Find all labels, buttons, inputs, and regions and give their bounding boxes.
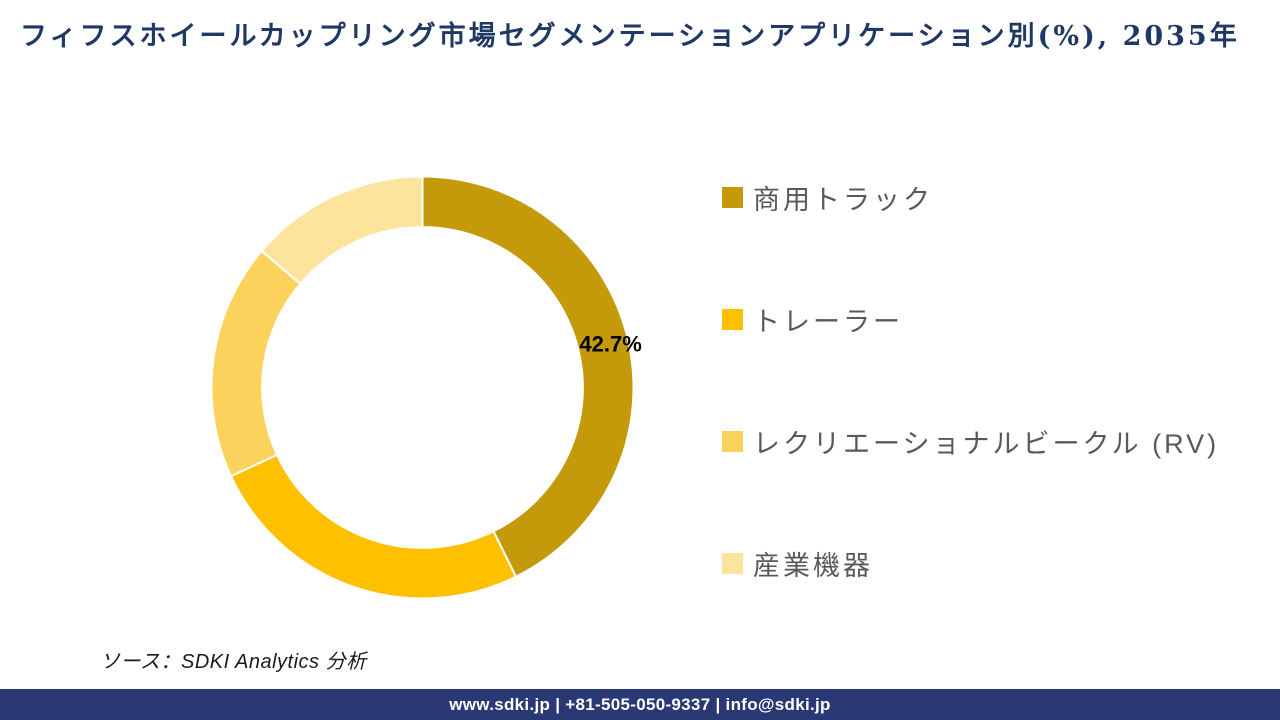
footer-contact-text: www.sdki.jp | +81-505-050-9337 | info@sd… (449, 694, 831, 714)
legend-swatch-trailer (722, 308, 743, 330)
donut-segment-2 (210, 249, 302, 478)
chart-title: フィフスホイールカップリング市場セグメンテーションアプリケーション別(%), 2… (20, 21, 1240, 52)
donut-segment-0 (421, 175, 635, 578)
legend: 商用トラック トレーラー レクリエーショナルビークル (RV) 産業機器 (722, 177, 1219, 583)
legend-label-trailer: トレーラー (753, 306, 903, 337)
donut-svg: 42.7% (210, 175, 642, 600)
legend-swatch-industrial-equipment (722, 552, 743, 574)
legend-label-commercial-truck: 商用トラック (753, 184, 933, 215)
legend-item-industrial-equipment: 産業機器 (722, 543, 1219, 583)
legend-swatch-commercial-truck (722, 186, 743, 208)
source-note: ソース：SDKI Analytics 分析 (100, 651, 367, 673)
legend-item-trailer: トレーラー (722, 299, 1219, 339)
legend-swatch-rv (722, 430, 743, 452)
legend-label-rv: レクリエーショナルビークル (RV) (753, 428, 1220, 459)
donut-segment-1 (230, 453, 517, 600)
legend-item-commercial-truck: 商用トラック (722, 177, 1219, 217)
footer-bar: www.sdki.jp | +81-505-050-9337 | info@sd… (0, 689, 1280, 720)
donut-segment-3 (260, 175, 424, 285)
donut-chart: 42.7% (190, 155, 655, 620)
legend-label-industrial-equipment: 産業機器 (753, 550, 873, 581)
legend-item-rv: レクリエーショナルビークル (RV) (722, 421, 1219, 461)
donut-data-label: 42.7% (579, 332, 641, 357)
